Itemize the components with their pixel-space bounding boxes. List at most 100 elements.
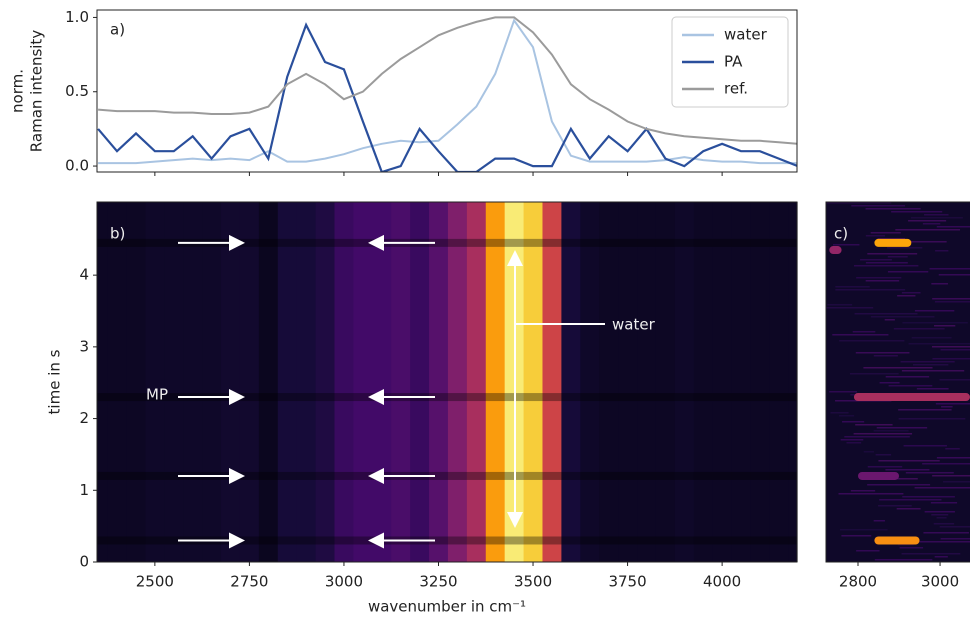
- noise: [902, 496, 955, 498]
- y-tick-label: 4: [79, 266, 89, 284]
- noise: [826, 202, 892, 204]
- noise: [934, 556, 948, 558]
- y-tick-label: 0.0: [65, 157, 89, 175]
- noise: [846, 442, 862, 444]
- x-tick-label: 2500: [136, 573, 174, 591]
- noise: [898, 409, 952, 411]
- heatmap-column: [599, 202, 619, 562]
- noise: [901, 370, 965, 372]
- x-tick-label: 4000: [703, 573, 741, 591]
- noise: [865, 280, 900, 282]
- noise: [943, 481, 970, 483]
- legend-box: [671, 16, 789, 108]
- noise: [854, 313, 918, 315]
- water-label: water: [612, 316, 656, 334]
- mp-band: [97, 536, 797, 545]
- noise: [865, 208, 921, 210]
- noise: [876, 427, 928, 429]
- noise: [929, 268, 970, 270]
- noise: [935, 250, 949, 252]
- y-axis-label: norm.: [9, 69, 27, 113]
- noise: [830, 412, 849, 414]
- noise: [919, 541, 970, 543]
- noise: [838, 415, 855, 417]
- noise: [936, 226, 970, 228]
- heatmap-column: [485, 202, 506, 562]
- noise: [903, 445, 947, 447]
- noise: [908, 220, 947, 222]
- noise: [870, 232, 901, 234]
- noise: [878, 460, 940, 462]
- heatmap-column: [788, 202, 798, 562]
- noise: [941, 406, 953, 408]
- axes-frame: [825, 201, 970, 563]
- noise: [896, 508, 921, 510]
- heatmap-column: [731, 202, 752, 562]
- panel-label: a): [110, 21, 125, 39]
- noise: [922, 463, 970, 465]
- heatmap-column: [239, 202, 260, 562]
- panel-label: b): [110, 225, 125, 243]
- noise: [908, 343, 970, 345]
- noise: [932, 358, 970, 360]
- heatmap-column: [372, 202, 392, 562]
- noise: [922, 223, 941, 225]
- noise: [897, 295, 916, 297]
- noise: [938, 274, 970, 276]
- noise: [891, 211, 943, 213]
- heatmap-column: [750, 202, 770, 562]
- noise: [939, 526, 970, 528]
- noise: [835, 286, 870, 288]
- noise: [840, 439, 864, 441]
- noise: [895, 229, 961, 231]
- noise: [850, 490, 876, 492]
- noise: [838, 493, 904, 495]
- x-tick-label: 2800: [839, 573, 877, 591]
- heatmap-column: [447, 202, 468, 562]
- noise: [873, 520, 885, 522]
- y-tick-label: 1: [79, 481, 89, 499]
- noise: [839, 340, 905, 342]
- noise: [940, 349, 970, 351]
- noise: [931, 346, 970, 348]
- noise: [833, 244, 860, 246]
- noise: [867, 484, 931, 486]
- heatmap-column: [429, 202, 449, 562]
- noise: [887, 247, 923, 249]
- heatmap-column: [466, 202, 487, 562]
- heatmap-column: [693, 202, 714, 562]
- noise: [870, 316, 935, 318]
- heatmap-column: [164, 202, 184, 562]
- x-tick-label: 3250: [419, 573, 457, 591]
- noise: [840, 529, 888, 531]
- series-line: [97, 22, 797, 172]
- noise: [934, 301, 970, 303]
- noise: [841, 535, 872, 537]
- heatmap-column: [107, 202, 128, 562]
- plot-area: [97, 16, 797, 172]
- noise: [887, 271, 929, 273]
- legend-label: PA: [724, 53, 743, 71]
- legend-label: water: [724, 26, 768, 44]
- noise: [933, 523, 955, 525]
- noise: [914, 310, 955, 312]
- x-tick-label: 3750: [608, 573, 646, 591]
- noise: [934, 325, 956, 327]
- heatmap-column: [145, 202, 165, 562]
- noise: [855, 424, 893, 426]
- plot-area: [826, 202, 970, 562]
- streak: [858, 471, 900, 480]
- x-tick-label: 3000: [921, 573, 959, 591]
- noise: [874, 559, 933, 561]
- noise: [884, 319, 895, 321]
- heatmap-column: [712, 202, 733, 562]
- streak: [874, 238, 912, 247]
- y-tick-label: 1.0: [65, 8, 89, 26]
- noise: [885, 376, 930, 378]
- noise: [939, 379, 970, 381]
- noise: [913, 364, 949, 366]
- noise: [940, 538, 970, 540]
- noise: [844, 436, 910, 438]
- noise: [923, 532, 969, 534]
